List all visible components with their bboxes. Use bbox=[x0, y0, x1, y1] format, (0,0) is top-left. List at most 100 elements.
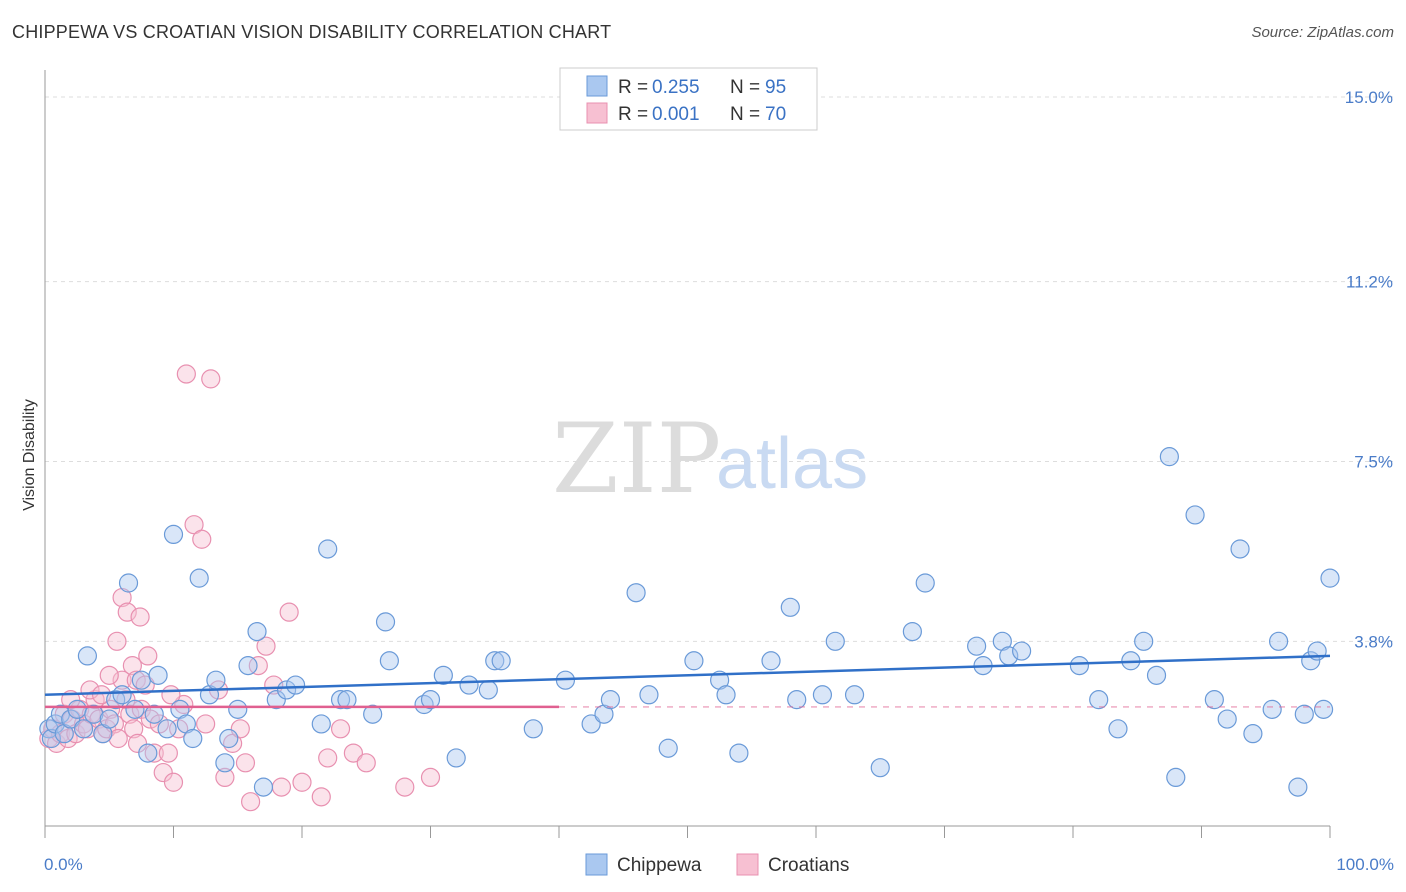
chippewa-point-16 bbox=[131, 670, 151, 690]
chippewa-point-29 bbox=[219, 728, 239, 749]
legend-swatch-croatians bbox=[586, 102, 608, 124]
chippewa-point-85 bbox=[1166, 767, 1186, 788]
chippewa-point-43 bbox=[379, 651, 399, 671]
chippewa-point-32 bbox=[247, 621, 267, 642]
chippewa-point-90 bbox=[1243, 724, 1263, 744]
chippewa-point-40 bbox=[337, 690, 357, 710]
y-axis-title: Vision Disability bbox=[21, 399, 38, 511]
watermark: ZIP atlas bbox=[552, 403, 868, 515]
chippewa-point-15 bbox=[125, 699, 145, 719]
chippewa-point-38 bbox=[318, 539, 338, 559]
chart-title: CHIPPEWA VS CROATIAN VISION DISABILITY C… bbox=[12, 22, 612, 42]
chippewa-point-69 bbox=[844, 685, 865, 705]
croatians-point-22 bbox=[124, 719, 144, 739]
y-tick-labels: 3.8% 7.5% 11.2% 15.0% bbox=[1345, 88, 1393, 651]
y-tick-label-0: 3.8% bbox=[1354, 632, 1393, 651]
croatians-point-37 bbox=[144, 743, 164, 763]
x-tick-label-min: 0.0% bbox=[44, 855, 83, 874]
legend: R = 0.255 N = 95 R = 0.001 N = 70 bbox=[559, 67, 818, 131]
chippewa-point-1 bbox=[41, 728, 62, 749]
croatians-point-68 bbox=[196, 714, 216, 734]
chippewa-point-70 bbox=[870, 758, 890, 778]
chippewa-point-56 bbox=[600, 690, 621, 710]
legend-swatch-chippewa bbox=[586, 75, 608, 97]
chippewa-point-19 bbox=[148, 665, 168, 685]
croatians-point-64 bbox=[395, 777, 415, 797]
croatians-point-48 bbox=[215, 767, 235, 788]
croatians-point-40 bbox=[158, 743, 178, 763]
croatians-point-46 bbox=[201, 369, 221, 389]
legend-r-label-1: R = bbox=[618, 77, 648, 98]
chippewa-point-78 bbox=[1069, 656, 1090, 676]
legend-n-value-1: 95 bbox=[765, 77, 786, 98]
bottom-legend-swatch-croatians bbox=[736, 853, 759, 876]
legend-n-label-1: N = bbox=[730, 77, 760, 98]
chippewa-point-57 bbox=[626, 583, 646, 603]
chippewa-point-50 bbox=[485, 651, 505, 671]
croatians-point-58 bbox=[292, 772, 312, 792]
chippewa-point-59 bbox=[658, 738, 678, 758]
chippewa-point-91 bbox=[1262, 699, 1282, 719]
chippewa-point-49 bbox=[478, 680, 498, 700]
chippewa-point-7 bbox=[73, 719, 94, 739]
chippewa-point-79 bbox=[1089, 690, 1109, 710]
x-tick-marks bbox=[44, 826, 1331, 838]
chippewa-point-21 bbox=[163, 524, 184, 545]
chippewa-point-93 bbox=[1288, 777, 1308, 797]
legend-n-label-2: N = bbox=[730, 104, 760, 125]
chippewa-point-87 bbox=[1204, 690, 1224, 710]
bottom-legend-label-chippewa: Chippewa bbox=[617, 855, 702, 876]
chippewa-point-86 bbox=[1185, 505, 1205, 525]
chippewa-point-71 bbox=[902, 621, 922, 642]
chippewa-point-92 bbox=[1268, 631, 1289, 651]
y-tick-label-3: 15.0% bbox=[1345, 88, 1393, 107]
chippewa-point-98 bbox=[1320, 568, 1340, 588]
chippewa-point-82 bbox=[1134, 631, 1154, 651]
chippewa-point-8 bbox=[77, 646, 98, 666]
chippewa-point-52 bbox=[523, 719, 543, 739]
chippewa-point-36 bbox=[285, 675, 306, 695]
croatians-point-27 bbox=[91, 685, 112, 705]
series-croatians-points bbox=[39, 364, 441, 812]
croatians-point-54 bbox=[256, 636, 276, 656]
croatians-point-55 bbox=[264, 675, 284, 695]
croatians-point-61 bbox=[330, 719, 351, 739]
chippewa-point-97 bbox=[1313, 699, 1334, 719]
chippewa-point-66 bbox=[787, 690, 807, 710]
chippewa-trend-line bbox=[44, 654, 1331, 697]
chippewa-point-31 bbox=[238, 656, 258, 676]
croatians-point-60 bbox=[318, 748, 338, 768]
legend-r-label-2: R = bbox=[618, 104, 648, 125]
chippewa-point-45 bbox=[420, 690, 441, 710]
chippewa-point-18 bbox=[144, 704, 164, 724]
x-tick-label-max: 100.0% bbox=[1336, 855, 1394, 874]
croatians-point-63 bbox=[356, 753, 376, 773]
croatians-point-19 bbox=[112, 670, 132, 690]
chippewa-point-73 bbox=[967, 636, 987, 656]
chippewa-point-94 bbox=[1294, 704, 1314, 724]
croatians-point-29 bbox=[107, 631, 127, 651]
chippewa-point-33 bbox=[253, 777, 274, 797]
chippewa-point-28 bbox=[215, 753, 235, 773]
croatians-point-23 bbox=[127, 733, 148, 753]
croatians-point-32 bbox=[122, 656, 142, 676]
croatians-point-43 bbox=[176, 364, 196, 384]
trend-lines bbox=[44, 654, 1331, 709]
chippewa-point-17 bbox=[138, 743, 158, 763]
croatians-point-33 bbox=[126, 670, 146, 690]
croatians-point-56 bbox=[271, 777, 292, 797]
legend-r-value-2: 0.001 bbox=[652, 104, 700, 125]
chippewa-point-27 bbox=[206, 670, 226, 690]
chippewa-point-80 bbox=[1108, 719, 1128, 739]
croatians-point-62 bbox=[343, 743, 363, 763]
chippewa-point-41 bbox=[363, 704, 383, 724]
croatians-point-57 bbox=[279, 602, 299, 622]
chippewa-point-39 bbox=[330, 690, 351, 710]
legend-n-value-2: 70 bbox=[765, 104, 786, 125]
chippewa-point-6 bbox=[67, 699, 87, 719]
y-tick-label-1: 7.5% bbox=[1354, 453, 1393, 472]
chippewa-point-34 bbox=[266, 690, 286, 710]
chippewa-point-48 bbox=[459, 675, 479, 695]
chippewa-point-14 bbox=[118, 573, 139, 593]
